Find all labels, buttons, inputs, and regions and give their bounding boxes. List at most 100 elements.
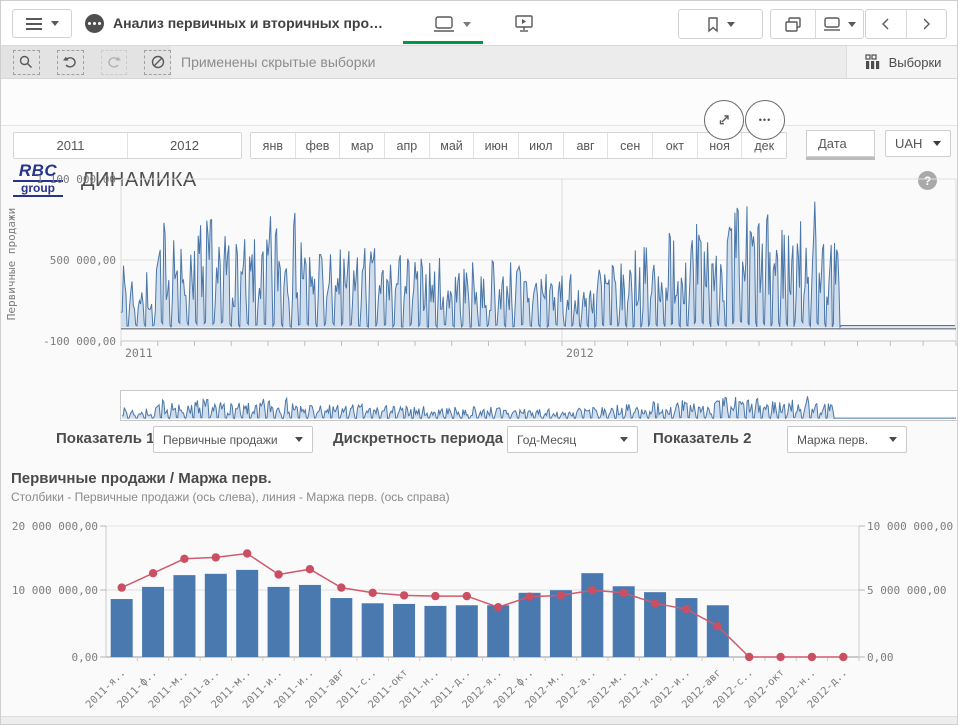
line-marker-2012-мар[interactable] xyxy=(557,591,565,599)
area-series[interactable] xyxy=(121,202,956,328)
bar-2011-июл[interactable] xyxy=(299,585,321,657)
step-forward-button[interactable] xyxy=(101,50,128,75)
selections-message: Применены скрытые выборки xyxy=(181,46,375,78)
current-sheet-button[interactable] xyxy=(421,11,483,37)
bar-2011-янв[interactable] xyxy=(111,599,133,657)
combo-chart-title: Первичные продажи / Маржа перв. xyxy=(11,470,272,487)
bar-2011-ноя[interactable] xyxy=(424,606,446,657)
date-field-underline xyxy=(806,157,875,160)
month-filter-июн[interactable]: июн xyxy=(473,133,518,158)
month-filter-апр[interactable]: апр xyxy=(384,133,429,158)
left-axis-tick: 0,00 xyxy=(72,651,99,664)
line-marker-2011-сен[interactable] xyxy=(369,589,377,597)
undo-arrow-icon xyxy=(62,54,78,70)
bar-2011-май[interactable] xyxy=(236,570,258,657)
month-filter-сен[interactable]: сен xyxy=(607,133,652,158)
currency-value: UAH xyxy=(895,136,922,151)
currency-dropdown[interactable]: UAH xyxy=(885,130,951,157)
clear-selections-button[interactable] xyxy=(144,50,171,75)
month-filter-июл[interactable]: июл xyxy=(518,133,563,158)
sheet-icon xyxy=(433,14,455,34)
line-series[interactable] xyxy=(118,549,848,661)
fullscreen-button[interactable] xyxy=(704,100,744,140)
bar-2011-сен[interactable] xyxy=(362,603,384,657)
line-marker-2012-авг[interactable] xyxy=(714,622,722,630)
bar-2011-апр[interactable] xyxy=(205,574,227,657)
next-sheet-button[interactable] xyxy=(906,10,946,38)
chevron-down-icon xyxy=(889,437,897,442)
chevron-down-icon xyxy=(51,21,59,26)
bookmarks-button[interactable] xyxy=(679,10,762,38)
line-marker-2011-июн[interactable] xyxy=(274,570,282,578)
line-marker-2011-янв[interactable] xyxy=(118,583,126,591)
line-marker-2012-май[interactable] xyxy=(620,589,628,597)
month-filter-мар[interactable]: мар xyxy=(339,133,384,158)
selections-tool-button[interactable]: Выборки xyxy=(846,46,958,78)
line-marker-2012-ноя[interactable] xyxy=(808,653,816,661)
chart-range-navigator[interactable] xyxy=(120,390,958,421)
main-area-chart[interactable]: 1 100 000,00 500 000,00 -100 000,00 Перв… xyxy=(1,169,958,387)
line-marker-2011-май[interactable] xyxy=(243,549,251,557)
bar-2012-мар[interactable] xyxy=(550,590,572,657)
month-filter-авг[interactable]: авг xyxy=(563,133,608,158)
app-options-icon[interactable] xyxy=(85,14,104,33)
line-marker-2011-апр[interactable] xyxy=(212,553,220,561)
indicator1-label: Показатель 1 xyxy=(56,425,155,453)
bar-2011-мар[interactable] xyxy=(173,575,195,657)
line-marker-2011-ноя[interactable] xyxy=(431,592,439,600)
line-marker-2011-фев[interactable] xyxy=(149,569,157,577)
line-marker-2011-мар[interactable] xyxy=(180,555,188,563)
bar-series[interactable] xyxy=(111,570,729,657)
indicator1-dropdown[interactable]: Первичные продажи xyxy=(153,426,313,453)
selections-label: Выборки xyxy=(889,55,942,70)
bar-2011-фев[interactable] xyxy=(142,587,164,657)
line-marker-2012-апр[interactable] xyxy=(588,586,596,594)
line-marker-2011-дек[interactable] xyxy=(463,592,471,600)
line-marker-2012-июл[interactable] xyxy=(682,605,690,613)
duplicate-sheet-button[interactable] xyxy=(771,10,815,38)
combo-bar-line-chart[interactable]: 2011-я..2011-ф..2011-м..2011-а..2011-м..… xyxy=(1,513,958,725)
y-tick-label: -100 000,00 xyxy=(43,335,116,348)
bar-2011-июн[interactable] xyxy=(268,587,290,657)
period-granularity-value: Год-Месяц xyxy=(517,433,576,447)
month-filter-окт[interactable]: окт xyxy=(652,133,697,158)
smart-search-button[interactable] xyxy=(13,50,40,75)
indicator2-label: Показатель 2 xyxy=(653,425,752,453)
year-filter-2012[interactable]: 2012 xyxy=(127,133,241,158)
line-marker-2012-окт[interactable] xyxy=(776,653,784,661)
step-back-button[interactable] xyxy=(57,50,84,75)
line-marker-2011-окт[interactable] xyxy=(400,591,408,599)
line-marker-2012-дек[interactable] xyxy=(839,653,847,661)
bar-2011-дек[interactable] xyxy=(456,605,478,657)
period-granularity-dropdown[interactable]: Год-Месяц xyxy=(507,426,638,453)
sheets-group xyxy=(770,9,864,39)
bar-2012-янв[interactable] xyxy=(487,605,509,657)
right-axis-tick: 0,00 xyxy=(867,651,894,664)
line-marker-2012-янв[interactable] xyxy=(494,603,502,611)
month-filter-фев[interactable]: фев xyxy=(295,133,340,158)
global-menu-button[interactable] xyxy=(12,9,72,38)
line-marker-2012-фев[interactable] xyxy=(525,593,533,601)
line-marker-2011-авг[interactable] xyxy=(337,583,345,591)
presentation-mode-button[interactable] xyxy=(509,11,539,37)
object-more-button[interactable]: ••• xyxy=(745,100,785,140)
period-granularity-label: Дискретность периода xyxy=(333,425,503,453)
indicator2-dropdown[interactable]: Маржа перв. xyxy=(787,426,907,453)
month-filter-янв[interactable]: янв xyxy=(251,133,295,158)
bar-2011-окт[interactable] xyxy=(393,604,415,657)
line-marker-2011-июл[interactable] xyxy=(306,565,314,573)
bar-2011-авг[interactable] xyxy=(330,598,352,657)
sheet-selector-button[interactable] xyxy=(815,10,863,38)
bar-2012-апр[interactable] xyxy=(581,573,603,657)
previous-sheet-button[interactable] xyxy=(866,10,906,38)
bar-2012-фев[interactable] xyxy=(519,593,541,657)
month-tick-marks xyxy=(121,341,956,346)
chevron-right-icon xyxy=(920,17,932,31)
line-marker-2012-сен[interactable] xyxy=(745,653,753,661)
month-filter-май[interactable]: май xyxy=(429,133,474,158)
sheet-header: RBC group ДИНАМИКА ? xyxy=(1,79,958,126)
bar-2012-авг[interactable] xyxy=(707,605,729,657)
line-marker-2012-июн[interactable] xyxy=(651,599,659,607)
year-filter-2011[interactable]: 2011 xyxy=(14,133,127,158)
date-search-field[interactable]: Дата xyxy=(806,130,875,157)
